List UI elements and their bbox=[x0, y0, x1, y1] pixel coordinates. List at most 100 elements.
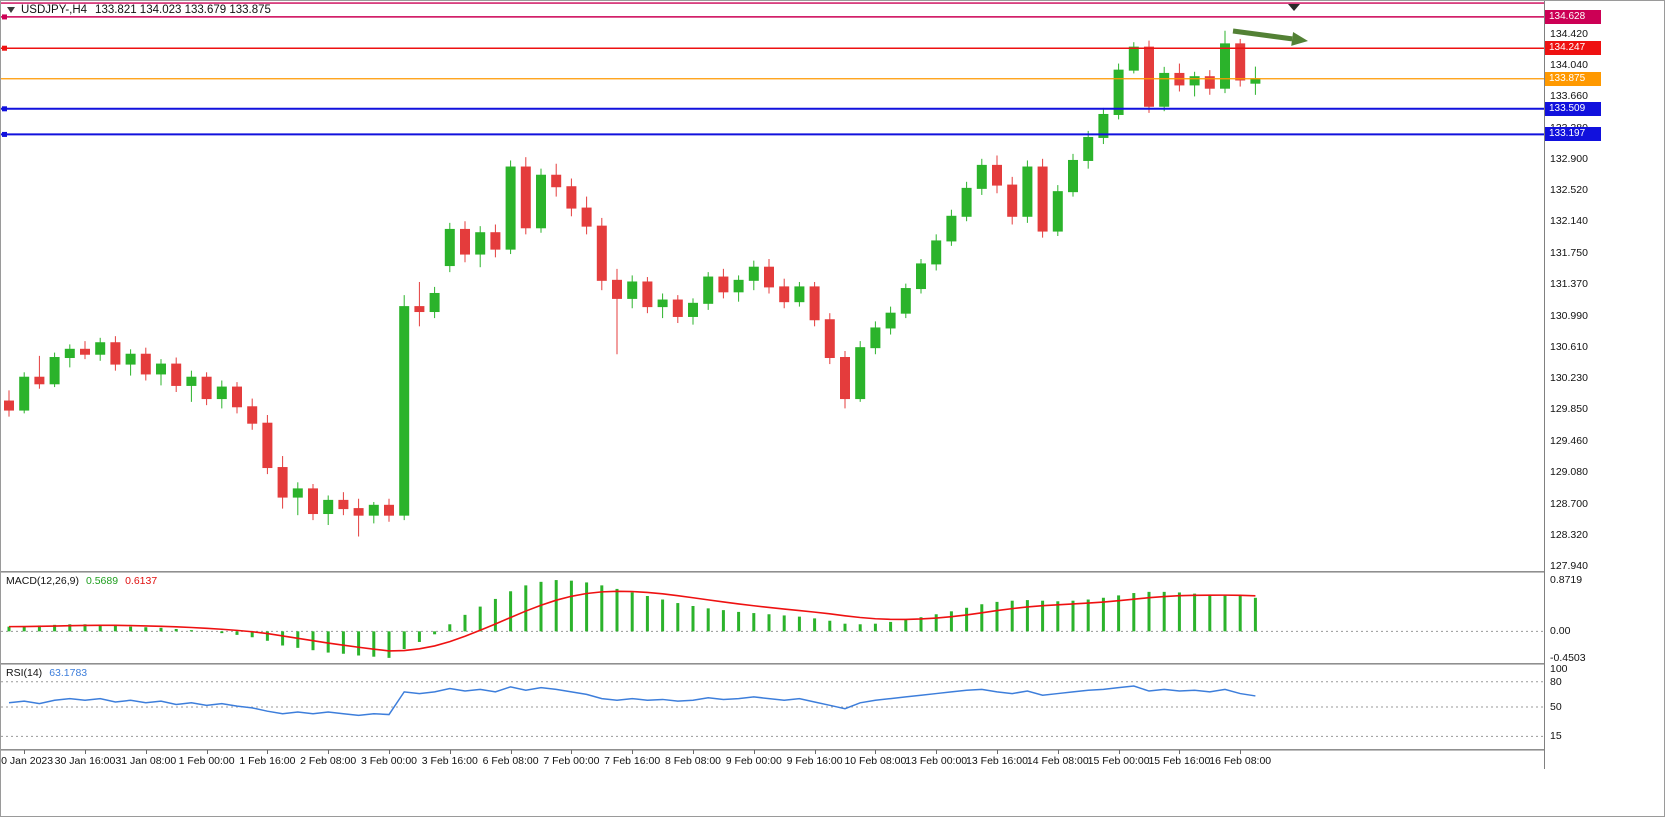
price-tick-label: 130.230 bbox=[1550, 372, 1588, 385]
candle bbox=[627, 275, 638, 309]
candle bbox=[4, 390, 14, 417]
time-tick bbox=[206, 750, 208, 754]
candle bbox=[338, 492, 349, 516]
candle bbox=[1113, 63, 1124, 120]
price-tick-label: 128.700 bbox=[1550, 497, 1588, 510]
chart-shift-marker-icon[interactable] bbox=[1288, 4, 1300, 11]
candle bbox=[110, 336, 121, 371]
panel-separator[interactable] bbox=[1, 571, 1664, 573]
rsi-line bbox=[8, 685, 1256, 717]
candle bbox=[1235, 38, 1246, 87]
macd-signal-line bbox=[8, 590, 1256, 652]
candle bbox=[931, 234, 942, 271]
candle bbox=[1052, 185, 1063, 236]
time-tick bbox=[1240, 750, 1242, 754]
candle bbox=[1220, 30, 1230, 94]
time-tick bbox=[997, 750, 998, 754]
candle bbox=[125, 349, 136, 376]
time-scale[interactable]: 30 Jan 2023 30 Jan 16:00 31 Jan 08:00 1 Feb… bbox=[1, 750, 1544, 770]
price-tick-label: 130.610 bbox=[1550, 340, 1588, 353]
price-line-label: 134.247 bbox=[1545, 41, 1601, 56]
time-tick-label: 31 Jan 08:00 bbox=[115, 755, 177, 767]
time-tick-label: 13 Feb 00:00 bbox=[905, 755, 968, 767]
candle bbox=[247, 398, 258, 430]
candle bbox=[900, 283, 911, 319]
price-tick-label: 133.660 bbox=[1550, 90, 1588, 103]
macd-panel[interactable] bbox=[1, 573, 1544, 663]
time-tick-label: 1 Feb 16:00 bbox=[239, 755, 296, 767]
price-tick-label: 130.990 bbox=[1550, 309, 1588, 322]
candle bbox=[95, 337, 106, 361]
candle bbox=[551, 163, 562, 197]
candle bbox=[688, 298, 698, 325]
time-tick bbox=[85, 750, 86, 754]
main-price-chart[interactable] bbox=[1, 1, 1544, 571]
candle bbox=[520, 157, 531, 235]
candle bbox=[475, 226, 486, 268]
price-tick-label: 134.420 bbox=[1550, 28, 1588, 40]
candle bbox=[505, 160, 516, 255]
candle bbox=[1174, 63, 1185, 92]
line-left-marker bbox=[2, 14, 7, 20]
candle bbox=[1098, 107, 1109, 145]
candle bbox=[460, 221, 470, 263]
candle bbox=[49, 352, 60, 388]
candle bbox=[1250, 66, 1261, 95]
price-line-label: 133.875 bbox=[1545, 71, 1601, 86]
candle bbox=[232, 382, 242, 414]
time-tick-label: 15 Feb 00:00 bbox=[1087, 755, 1150, 767]
line-left-marker bbox=[2, 45, 7, 51]
trend-arrow[interactable] bbox=[1232, 28, 1308, 46]
time-tick-label: 3 Feb 00:00 bbox=[360, 755, 418, 767]
time-tick bbox=[510, 750, 512, 754]
candle bbox=[946, 209, 957, 246]
macd-value: 0.5689 bbox=[85, 575, 119, 587]
time-tick bbox=[328, 750, 330, 754]
symbol-marker-icon bbox=[7, 7, 15, 13]
candle bbox=[1037, 158, 1048, 238]
time-tick bbox=[145, 750, 147, 754]
candle bbox=[1068, 153, 1078, 197]
candle bbox=[779, 278, 790, 309]
candle bbox=[34, 355, 45, 389]
candle bbox=[1204, 70, 1215, 95]
macd-label-row: MACD(12,26,9) 0.5689 0.6137 bbox=[6, 575, 157, 587]
candle bbox=[216, 380, 227, 409]
candle bbox=[140, 347, 151, 381]
time-tick-label: 13 Feb 16:00 bbox=[966, 755, 1028, 767]
candle bbox=[672, 295, 683, 324]
candle bbox=[201, 372, 212, 406]
rsi-tick-label: 100 bbox=[1550, 663, 1568, 675]
time-tick-label: 1 Feb 00:00 bbox=[178, 755, 235, 767]
time-tick bbox=[24, 750, 26, 754]
macd-indicator-label: MACD(12,26,9) bbox=[6, 575, 79, 587]
candle bbox=[992, 155, 1002, 194]
candle bbox=[262, 414, 273, 475]
candle bbox=[840, 350, 850, 409]
time-tick bbox=[936, 750, 938, 754]
price-tick-label: 131.750 bbox=[1550, 247, 1588, 260]
panel-separator bbox=[1, 749, 1664, 751]
candle bbox=[384, 498, 394, 522]
candle bbox=[642, 277, 653, 314]
time-tick bbox=[1179, 750, 1181, 754]
time-tick-label: 7 Feb 16:00 bbox=[604, 755, 661, 767]
time-tick bbox=[449, 750, 451, 754]
candle bbox=[657, 293, 668, 319]
candle bbox=[748, 260, 759, 291]
candle bbox=[292, 482, 303, 516]
candle bbox=[824, 313, 835, 365]
price-tick-label: 132.900 bbox=[1550, 152, 1588, 165]
candle bbox=[429, 286, 440, 319]
price-scale[interactable]: 134.420134.040133.660133.280132.900132.5… bbox=[1544, 1, 1664, 769]
price-tick-label: 132.520 bbox=[1550, 184, 1588, 196]
time-tick-label: 8 Feb 08:00 bbox=[664, 755, 722, 767]
panel-separator[interactable] bbox=[1, 663, 1664, 665]
candle bbox=[277, 456, 288, 509]
price-line-label: 133.509 bbox=[1545, 101, 1601, 116]
candle bbox=[961, 181, 972, 222]
time-tick-label: 30 Jan 16:00 bbox=[54, 755, 116, 767]
rsi-panel[interactable] bbox=[1, 665, 1544, 749]
rsi-label-row: RSI(14) 63.1783 bbox=[6, 667, 87, 679]
